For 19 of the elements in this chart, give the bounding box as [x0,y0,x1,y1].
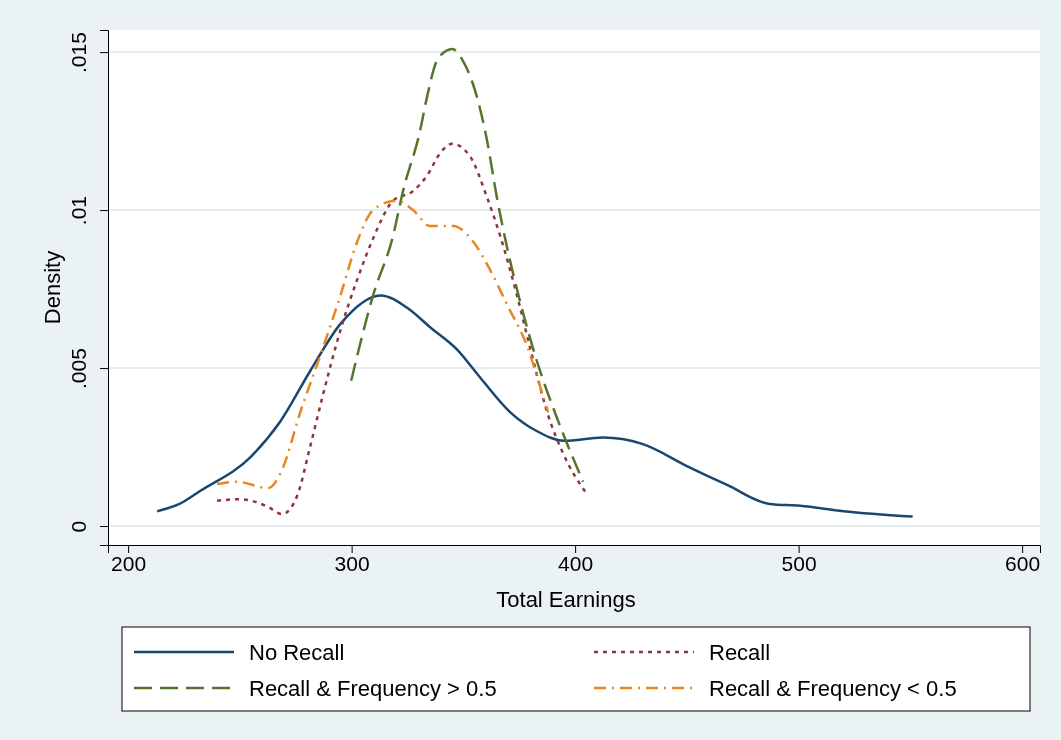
line-series [155,294,914,518]
x-tick-label: 400 [558,551,594,575]
y-tick-label: .01 [67,195,90,226]
legend-label: No Recall [249,640,345,665]
x-tick-label: 200 [111,551,147,575]
line-series [349,47,585,484]
legend-label: Recall [709,640,771,665]
line-series [215,142,589,516]
x-tick-label: 300 [334,551,370,575]
x-tick-label: 600 [1005,551,1041,575]
y-axis-title: Density [40,250,65,325]
y-tick-label: 0 [67,520,90,533]
legend-label: Recall & Frequency < 0.5 [709,676,957,701]
x-tick-label: 500 [781,551,817,575]
legend-label: Recall & Frequency > 0.5 [249,676,497,701]
line-series [215,199,550,490]
y-tick-label: .005 [67,348,90,389]
x-axis-title: Total Earnings [496,587,636,612]
y-tick-label: .015 [67,32,90,74]
